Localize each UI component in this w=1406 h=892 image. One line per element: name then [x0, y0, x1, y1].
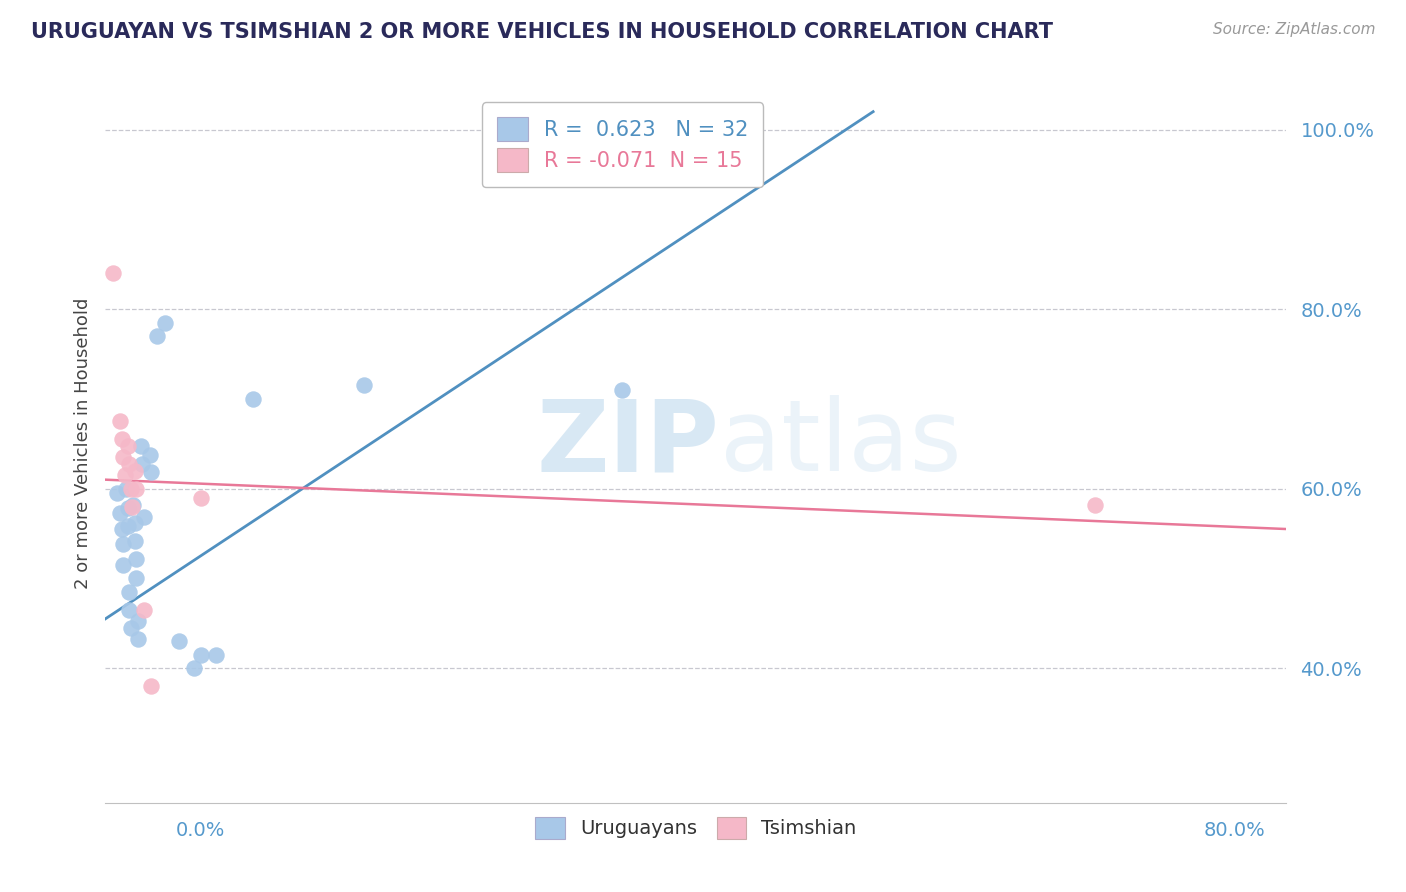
Point	[111, 522, 134, 536]
Point	[115, 482, 138, 496]
Point	[129, 439, 152, 453]
Point	[124, 533, 146, 548]
Point	[118, 585, 141, 599]
Point	[169, 634, 191, 648]
Text: atlas: atlas	[720, 395, 962, 492]
Point	[112, 558, 135, 572]
Point	[101, 266, 124, 280]
Point	[124, 516, 146, 530]
Point	[190, 648, 212, 662]
Point	[153, 316, 176, 330]
Point	[146, 329, 169, 343]
Text: Source: ZipAtlas.com: Source: ZipAtlas.com	[1212, 22, 1375, 37]
Point	[124, 464, 146, 478]
Point	[125, 482, 148, 496]
Point	[118, 603, 141, 617]
Point	[110, 414, 132, 428]
Point	[183, 661, 205, 675]
Legend: Uruguayans, Tsimshian: Uruguayans, Tsimshian	[527, 809, 865, 847]
Point	[110, 506, 132, 520]
Text: 80.0%: 80.0%	[1204, 821, 1265, 839]
Point	[242, 392, 264, 406]
Point	[127, 632, 149, 647]
Point	[105, 486, 128, 500]
Text: URUGUAYAN VS TSIMSHIAN 2 OR MORE VEHICLES IN HOUSEHOLD CORRELATION CHART: URUGUAYAN VS TSIMSHIAN 2 OR MORE VEHICLE…	[31, 22, 1053, 42]
Point	[117, 439, 139, 453]
Point	[114, 468, 136, 483]
Point	[141, 466, 163, 480]
Point	[610, 383, 633, 397]
Point	[112, 450, 135, 465]
Text: ZIP: ZIP	[537, 395, 720, 492]
Point	[117, 519, 139, 533]
Point	[120, 621, 142, 635]
Point	[205, 648, 228, 662]
Point	[131, 457, 153, 471]
Point	[125, 551, 148, 566]
Point	[125, 571, 148, 585]
Point	[122, 498, 145, 512]
Point	[127, 615, 149, 629]
Point	[117, 501, 139, 516]
Point	[1083, 498, 1105, 512]
Point	[111, 432, 134, 446]
Y-axis label: 2 or more Vehicles in Household: 2 or more Vehicles in Household	[73, 298, 91, 590]
Point	[190, 491, 212, 505]
Point	[132, 510, 155, 524]
Point	[120, 482, 142, 496]
Text: 0.0%: 0.0%	[176, 821, 225, 839]
Point	[132, 603, 155, 617]
Point	[138, 448, 162, 462]
Point	[121, 500, 143, 514]
Point	[118, 457, 141, 471]
Point	[353, 378, 375, 392]
Point	[112, 537, 135, 551]
Point	[141, 679, 163, 693]
